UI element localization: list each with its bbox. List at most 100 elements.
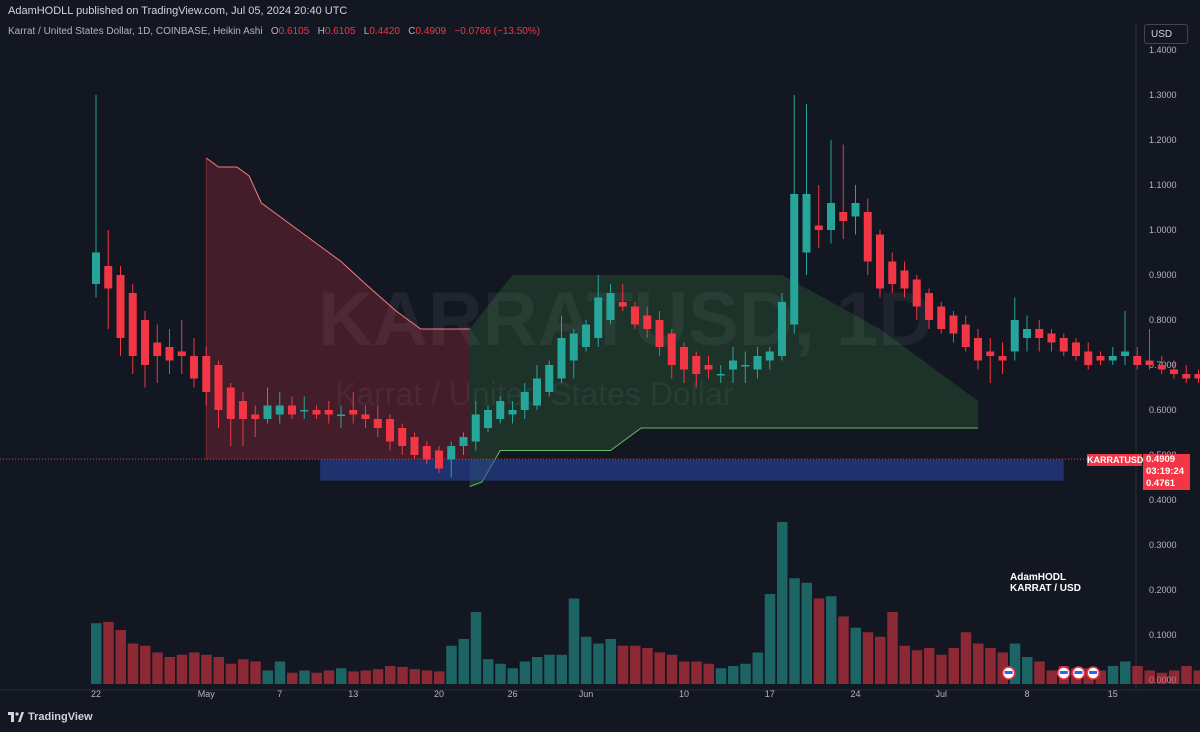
candle-body [863,212,872,262]
candle-body [692,356,701,374]
candle-body [263,405,272,419]
candle-body [398,428,407,446]
volume-bar [740,663,751,684]
candle-body [190,356,198,379]
price-tick-label: 1.4000 [1149,45,1177,55]
volume-bar [1120,661,1131,684]
candle-body [447,446,456,460]
candle-body [1010,320,1019,352]
volume-bar [605,639,616,684]
candle-body [520,392,529,410]
high-label: H [317,26,325,37]
time-tick-label: 13 [348,689,358,699]
volume-bar [593,643,604,684]
demand-zone-line [469,427,978,487]
supply-zone-fill [206,158,470,460]
volume-bar [323,670,335,684]
volume-bar [115,630,126,684]
volume-bar [1046,670,1057,684]
volume-bar [348,671,359,684]
candle-body [128,293,137,356]
price-tick-label: 0.4000 [1149,495,1177,505]
volume-bar [262,670,273,684]
author-note: AdamHODL KARRAT / USD [1010,572,1081,594]
price-tick-label: 0.1000 [1149,630,1177,640]
currency-selector[interactable]: USD [1144,24,1188,44]
candle-body [814,225,823,230]
candle-body [422,446,431,460]
price-tick-label: 0.8000 [1149,315,1177,325]
candle-body [361,414,370,419]
volume-bar [446,645,457,684]
candle-body [631,306,639,325]
volume-bar [556,654,567,684]
candle-body [949,315,958,334]
volume-bar [850,627,861,684]
candle-body [900,270,909,289]
volume-bar [103,621,114,684]
candle-body [337,414,345,416]
candle-body [1194,374,1200,379]
open-label: O [270,26,279,37]
candle-body [1096,356,1105,361]
volume-bar [152,652,163,684]
event-flag-icon-stripe [1074,671,1083,674]
low-price-tag: 0.4761 [1143,478,1190,490]
last-price-tag: 0.4909 [1143,454,1190,466]
volume-bar [973,643,984,684]
price-tick-label: 1.0000 [1149,225,1177,235]
candle-body [288,405,296,415]
candle-body [300,410,309,412]
time-tick-label: 7 [277,689,282,699]
high-value: 0.6105 [324,26,356,37]
symbol-title[interactable]: Karrat / United States Dollar, 1D, COINB… [8,26,263,37]
candle-body [680,347,688,370]
candle-body [753,356,762,370]
candle-body [1121,351,1129,356]
price-tick-label: 1.3000 [1149,90,1177,100]
supply-zone-line [205,157,470,330]
candle-body [324,410,333,415]
volume-bar [360,670,371,684]
candle-body [153,342,162,356]
change-value: −0.0766 (−13.50%) [454,26,541,37]
candle-body [557,338,566,379]
candle-body [508,410,517,415]
candle-body [888,261,897,284]
candle-body [373,419,382,428]
candle-body [275,405,284,415]
candle-body [1023,329,1031,338]
candle-body [1035,329,1044,338]
candle-body [165,347,174,361]
candle-body [778,302,786,356]
time-tick-label: 20 [434,689,444,699]
volume-bar [519,661,531,684]
volume-bar [703,663,714,684]
volume-bar [899,645,910,684]
price-tick-label: 1.1000 [1149,180,1177,190]
volume-bar [287,672,298,684]
candle-body [961,324,970,347]
volume-bar [985,648,996,684]
candle-body [851,203,860,217]
volume-bar [691,661,702,684]
volume-bar [911,650,923,684]
candle-body [986,351,995,356]
volume-bar [164,657,175,684]
volume-bar [581,636,592,684]
volume-bar [679,661,690,684]
candle-body [912,279,921,307]
close-label: C [408,26,416,37]
volume-bar [421,670,433,684]
candle-body [251,414,260,419]
brand-label: TradingView [28,711,93,723]
candle-body [496,401,505,419]
tradingview-logo-icon [8,712,24,722]
event-flag-icon-stripe [1004,671,1013,674]
volume-bar [642,648,653,684]
candle-body [937,306,946,329]
volume-bar [617,645,629,684]
tradingview-logo[interactable]: TradingView [8,711,93,723]
volume-bar [483,659,494,684]
